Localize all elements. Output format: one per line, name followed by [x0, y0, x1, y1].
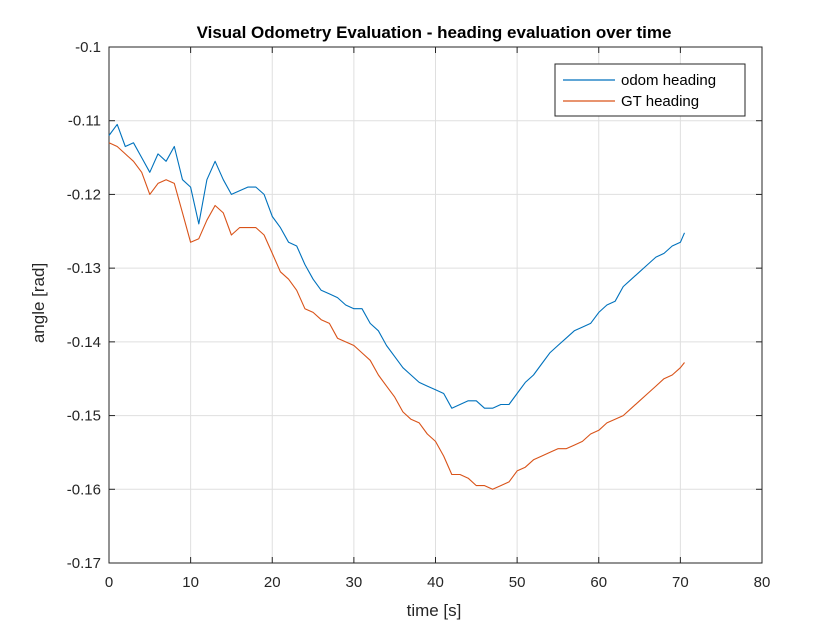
x-tick-label: 80	[754, 574, 771, 591]
y-tick-label: -0.1	[75, 39, 101, 56]
x-tick-label: 10	[182, 574, 199, 591]
x-tick-label: 70	[672, 574, 689, 591]
y-tick-label: -0.16	[67, 481, 101, 498]
x-tick-label: 40	[427, 574, 444, 591]
y-axis-label: angle [rad]	[29, 263, 48, 343]
legend-box	[554, 63, 746, 117]
y-tick-label: -0.13	[67, 260, 101, 277]
y-tick-label: -0.15	[67, 408, 101, 425]
x-axis-label: time [s]	[407, 601, 462, 620]
legend-label: GT heading	[621, 93, 699, 110]
chart-title: Visual Odometry Evaluation - heading eva…	[197, 23, 672, 42]
x-tick-label: 30	[346, 574, 363, 591]
series-line-odom-heading	[108, 123, 686, 409]
axis-ticks	[108, 46, 763, 564]
y-tick-label: -0.14	[67, 334, 101, 351]
x-tick-label: 0	[105, 574, 113, 591]
x-tick-label: 20	[264, 574, 281, 591]
legend-label: odom heading	[621, 72, 716, 89]
y-tick-label: -0.11	[68, 113, 101, 130]
x-tick-labels: 0 10 20 30 40 50 60 70 80	[105, 574, 771, 591]
y-tick-label: -0.12	[67, 186, 101, 203]
legend: odom heading GT heading	[554, 63, 746, 117]
series-layer	[108, 123, 686, 490]
y-tick-label: -0.17	[67, 555, 101, 572]
x-tick-label: 60	[590, 574, 607, 591]
y-tick-labels: -0.1 -0.11 -0.12 -0.13 -0.14 -0.15 -0.16 -0.17	[67, 39, 101, 572]
series-line-gt-heading	[108, 142, 685, 490]
x-tick-label: 50	[509, 574, 526, 591]
